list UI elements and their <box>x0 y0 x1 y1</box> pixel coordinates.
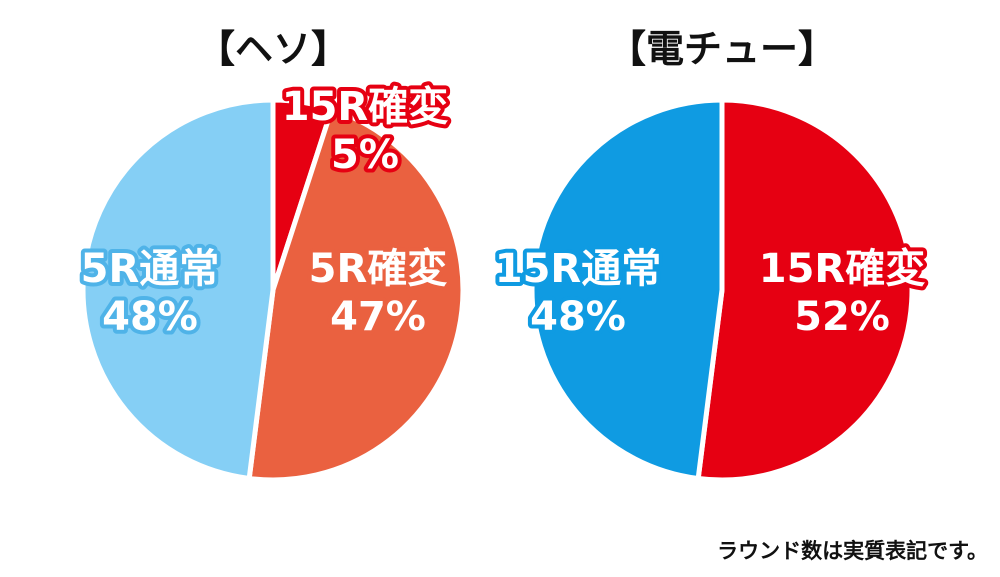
denchu-pie <box>529 97 915 483</box>
denchu-slice-15r-0 <box>695 97 915 483</box>
heso-slice-percent-0: 5% <box>331 132 399 178</box>
heso-slice-label-2: 5R通常 48% <box>81 246 220 340</box>
heso-slice-5r-2 <box>80 97 276 481</box>
denchu-slice-15r-1 <box>529 97 725 481</box>
denchu-slice-percent-1: 48% <box>530 294 626 340</box>
denchu-slice-name-0: 15R確変 <box>759 246 925 292</box>
slice-labels: 15R確変 5%5R確変 47%5R通常 48%15R確変 52%15R通常 48% <box>77 80 930 344</box>
denchu-slice-label-1: 15R通常 48% <box>495 246 661 340</box>
footnote: ラウンド数は実質表記です。 <box>717 539 988 563</box>
heso-slice-percent-1: 47% <box>330 294 426 340</box>
denchu-slice-percent-0: 52% <box>794 294 890 340</box>
denchu-chart-title: 【電チュー】 <box>608 27 836 71</box>
denchu-slice-label-0: 15R確変 52% <box>759 246 925 340</box>
heso-slice-label-0: 15R確変 5% <box>282 84 448 178</box>
heso-slice-name-0: 15R確変 <box>282 84 448 130</box>
heso-slice-name-2: 5R通常 <box>81 246 220 292</box>
denchu-slice-name-1: 15R通常 <box>495 246 661 292</box>
heso-pie <box>80 97 466 483</box>
heso-slice-label-1: 5R確変 47% <box>309 246 448 340</box>
heso-slice-percent-2: 48% <box>102 294 198 340</box>
heso-slice-name-1: 5R確変 <box>309 246 448 292</box>
heso-chart-title: 【ヘソ】 <box>197 27 349 71</box>
heso-slice-5r-1 <box>246 106 466 483</box>
